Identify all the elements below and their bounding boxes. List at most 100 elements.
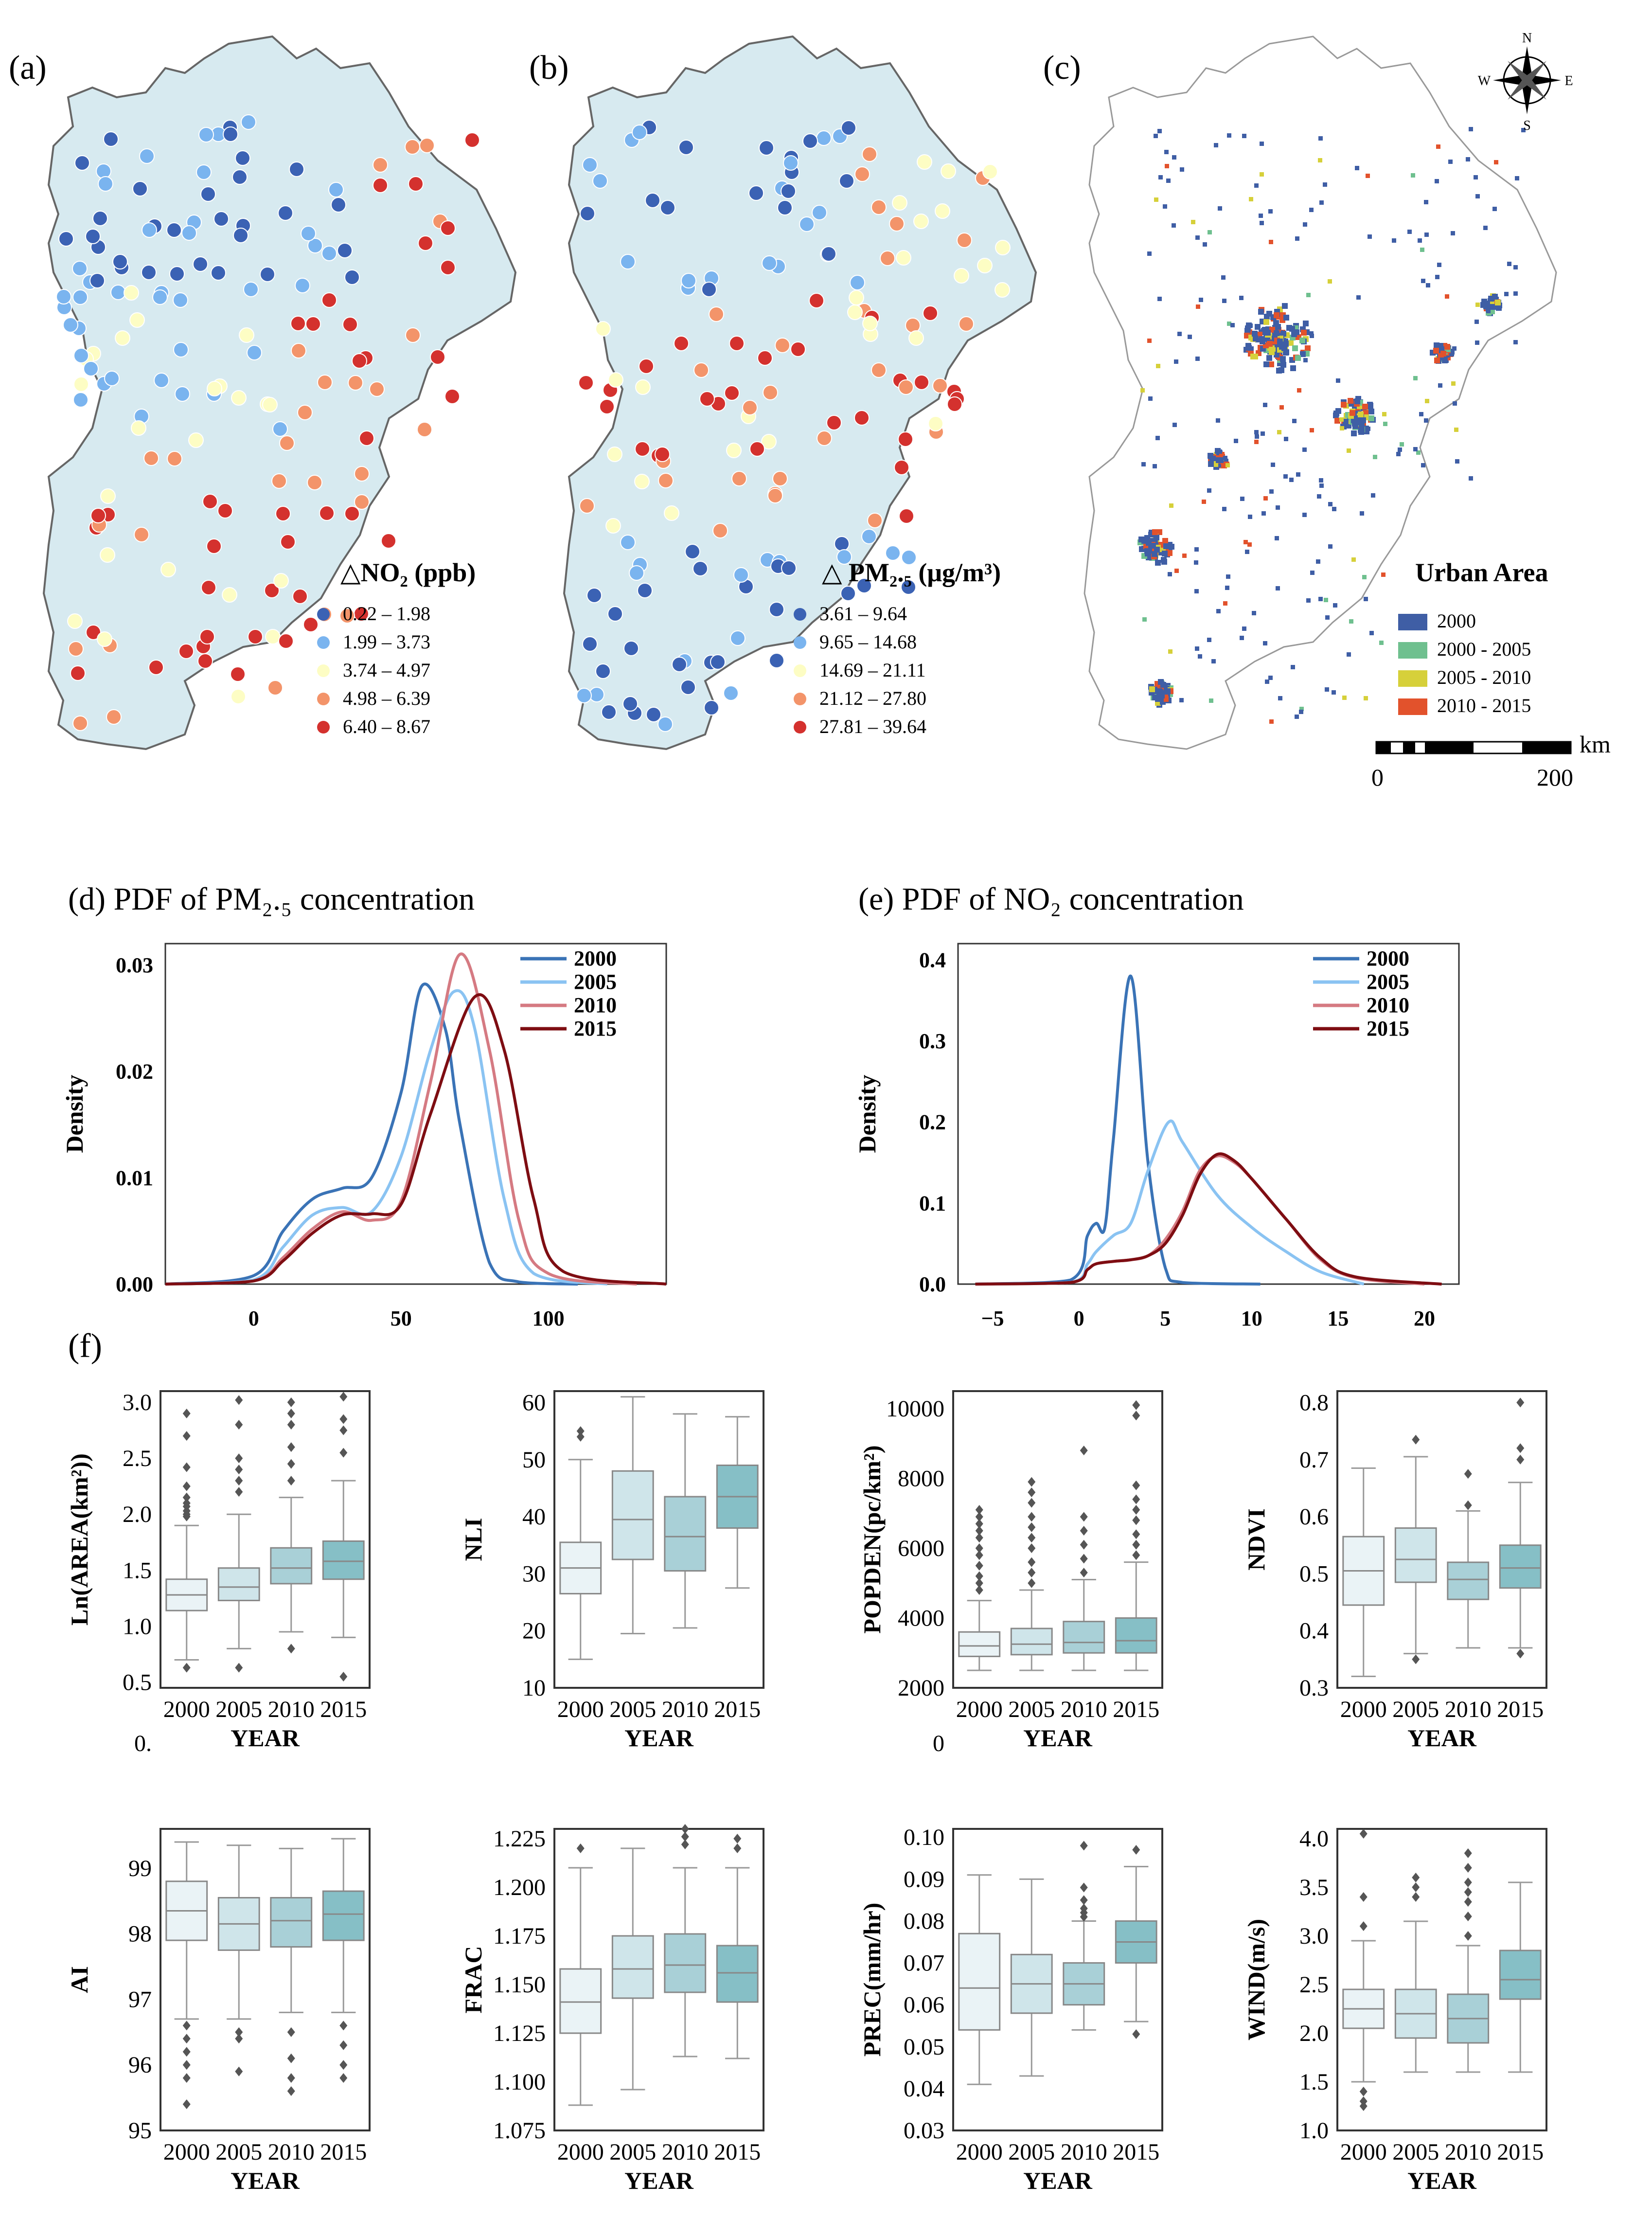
station-dot <box>576 688 592 703</box>
y-tick-label: 1.100 <box>493 2069 546 2095</box>
station-dot <box>623 641 639 656</box>
station-dot <box>197 653 213 669</box>
station-dot <box>337 243 353 258</box>
series-line-2010 <box>165 952 637 1286</box>
station-dot <box>639 358 654 374</box>
y-axis-title: PREC(mm/hr) <box>858 1903 886 2057</box>
urban-patch <box>1306 598 1311 603</box>
station-dot <box>913 214 929 229</box>
series-line-2005 <box>975 1119 1365 1286</box>
urban-patch <box>1351 430 1357 436</box>
x-tick-label: 2005 <box>1392 2139 1439 2165</box>
x-tick-label: 2010 <box>662 2139 709 2165</box>
urban-patch <box>1203 242 1207 247</box>
outlier-point <box>235 1420 243 1430</box>
y-tick-label: 0.06 <box>904 1992 944 2018</box>
outlier-point <box>339 1671 348 1681</box>
station-dot <box>917 154 932 170</box>
station-dot <box>672 657 687 672</box>
urban-patch <box>1269 719 1274 724</box>
legend-title-b: △ PM₂.₅ (μg/m³) <box>822 558 1001 587</box>
y-tick-label: 0.5 <box>123 1669 152 1695</box>
urban-patch <box>1492 207 1497 211</box>
outlier-point <box>576 1843 585 1853</box>
urban-patch <box>1269 349 1275 355</box>
urban-patch <box>1195 235 1200 240</box>
urban-patch <box>1283 315 1289 321</box>
urban-patch <box>1445 294 1449 299</box>
legend-label: 9.65 – 14.68 <box>819 631 917 653</box>
urban-patch <box>1282 303 1288 309</box>
legend-swatch <box>1398 614 1427 630</box>
outlier-point <box>1028 1477 1036 1487</box>
urban-patch <box>1299 710 1303 714</box>
y-tick-label: 0.02 <box>116 1060 153 1084</box>
station-dot <box>167 451 182 466</box>
outlier-point <box>1359 1892 1368 1902</box>
outlier-point <box>182 1498 191 1508</box>
urban-patch <box>1340 426 1344 430</box>
urban-patch <box>1247 542 1252 547</box>
urban-patch <box>1318 597 1323 601</box>
station-dot <box>321 292 337 308</box>
station-dot <box>231 689 246 704</box>
box-2015 <box>716 1945 759 2003</box>
y-tick-label: 0.03 <box>904 2118 944 2144</box>
y-tick-label: 40 <box>522 1504 546 1530</box>
urban-patch <box>1207 638 1211 642</box>
urban-patch <box>1245 343 1251 349</box>
outlier-point <box>339 2040 348 2050</box>
box-plot-2: 2000 4000 6000 8000 10000 0 POPDEN(pc/km²) 2000… <box>858 1390 1163 1756</box>
urban-patch <box>1174 359 1178 364</box>
x-tick-label: 2005 <box>609 2139 656 2165</box>
map-panel-a: (a) △NO₂ (ppb) 0.22 – 1.98 1.99 – 3.73 3.7… <box>9 36 516 750</box>
legend-swatch <box>1398 698 1427 715</box>
box-2010 <box>1447 1561 1490 1600</box>
station-dot <box>373 178 388 193</box>
legend-marker <box>794 664 806 677</box>
station-dot <box>862 146 877 162</box>
box-plot-6: 0.03 0.04 0.05 0.06 0.07 0.08 0.09 0.10 PREC(mm/… <box>858 1824 1163 2194</box>
urban-patch <box>1208 461 1214 467</box>
station-dot <box>273 573 289 589</box>
station-dot <box>839 173 854 189</box>
station-dot <box>440 220 456 236</box>
x-tick-label: 2005 <box>1392 1697 1439 1722</box>
outlier-point <box>1132 1515 1140 1525</box>
urban-patch <box>1310 428 1314 432</box>
x-tick-label: 2015 <box>1113 1697 1159 1722</box>
y-tick-label: 0.00 <box>116 1272 153 1296</box>
station-dot <box>278 633 294 649</box>
station-dot <box>243 282 259 297</box>
x-tick-label: 2000 <box>163 1697 210 1722</box>
outlier-point <box>235 2066 243 2076</box>
outlier-point <box>1412 1882 1420 1892</box>
station-dot <box>211 265 226 281</box>
station-dot <box>586 588 602 603</box>
station-dot <box>173 292 188 308</box>
urban-patch <box>1250 354 1256 359</box>
station-dot <box>92 211 108 226</box>
urban-patch <box>1347 652 1351 657</box>
legend-label: 27.81 – 39.64 <box>819 715 926 737</box>
urban-patch <box>1248 323 1253 328</box>
y-tick-label: 1.150 <box>493 1972 546 1998</box>
urban-patch <box>1292 419 1297 423</box>
outlier-point <box>1132 1505 1140 1515</box>
station-dot <box>142 222 157 238</box>
legend-label: 21.12 – 27.80 <box>819 687 926 709</box>
urban-patch <box>1289 326 1295 332</box>
urban-patch <box>1157 129 1162 133</box>
station-dot <box>635 379 651 395</box>
outlier-point <box>975 1560 983 1571</box>
station-dot <box>444 389 460 404</box>
station-dot <box>724 385 740 401</box>
outlier-point <box>733 1843 742 1853</box>
urban-patch <box>1211 659 1216 663</box>
outlier-point <box>1132 1529 1140 1539</box>
urban-patch <box>1318 158 1322 162</box>
outlier-point <box>975 1519 983 1529</box>
y-axis-title: POPDEN(pc/km²) <box>858 1445 886 1633</box>
station-dot <box>58 231 74 247</box>
urban-patch <box>1265 330 1271 336</box>
